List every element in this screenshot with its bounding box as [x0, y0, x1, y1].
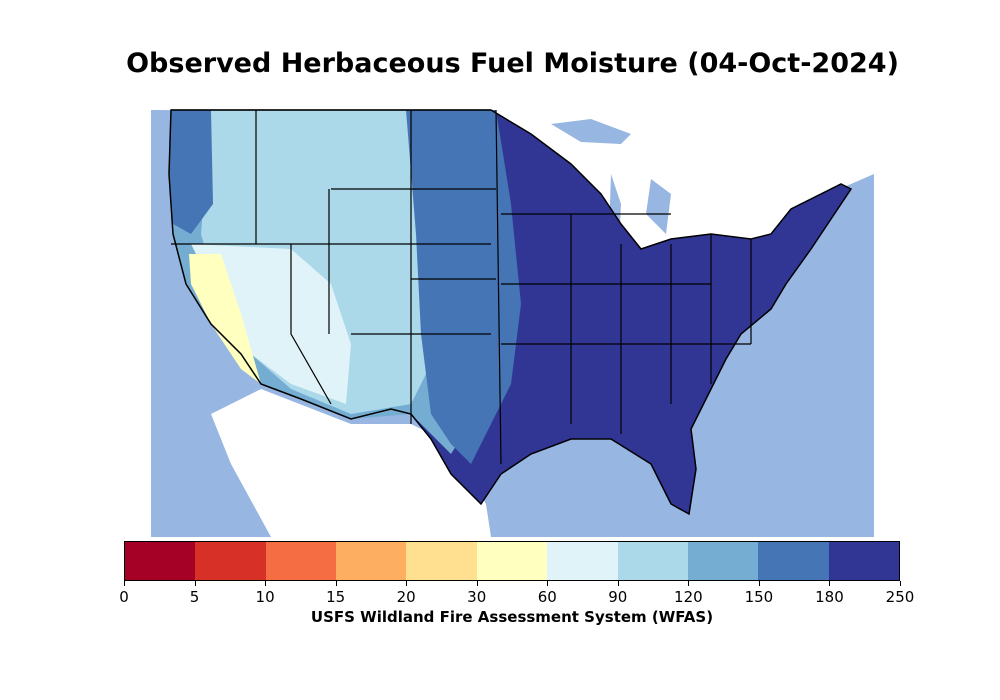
colorbar-tick-label: 90	[608, 588, 628, 606]
colorbar-tick-label: 30	[467, 588, 487, 606]
colorbar-tick-mark	[406, 581, 408, 586]
zone-30-60	[189, 254, 261, 384]
colorbar-tick-mark	[335, 581, 337, 586]
colorbar-tick-label: 150	[744, 588, 774, 606]
colorbar-segment	[406, 542, 477, 580]
colorbar-segment	[476, 542, 548, 580]
colorbar-segment	[265, 542, 337, 580]
colorbar-tick-mark	[758, 581, 760, 586]
colorbar-segment	[336, 542, 407, 580]
colorbar-tick-label: 15	[326, 588, 346, 606]
colorbar-tick-label: 0	[119, 588, 129, 606]
map-panel	[151, 84, 874, 537]
colorbar-tick-mark	[617, 581, 619, 586]
mexico-land	[211, 389, 491, 537]
colorbar-tick-mark	[900, 581, 901, 586]
canada-land	[151, 84, 874, 249]
us-fuel-moisture-map	[151, 84, 874, 537]
colorbar-ticks: 0 5 10 15 20 30 60 90 120 150 180 250	[119, 581, 914, 607]
colorbar-tick-mark	[124, 581, 125, 586]
colorbar-tick-mark	[547, 581, 549, 586]
colorbar-segment	[828, 542, 899, 580]
colorbar-tick-label: 250	[885, 588, 915, 606]
map-title: Observed Herbaceous Fuel Moisture (04-Oc…	[126, 48, 899, 79]
colorbar-segment	[195, 542, 266, 580]
colorbar	[124, 541, 900, 581]
colorbar-segment	[547, 542, 618, 580]
colorbar-tick-label: 180	[815, 588, 844, 606]
colorbar-tick-mark	[688, 581, 690, 586]
colorbar-tick-mark	[265, 581, 267, 586]
colorbar-tick-label: 60	[537, 588, 557, 606]
lake-superior	[551, 119, 631, 144]
colorbar-tick-mark	[194, 581, 196, 586]
colorbar-segment	[125, 542, 196, 580]
colorbar-tick-mark	[829, 581, 831, 586]
colorbar-segment	[687, 542, 759, 580]
colorbar-tick-label: 20	[396, 588, 416, 606]
colorbar-caption: USFS Wildland Fire Assessment System (WF…	[310, 608, 714, 626]
colorbar-segment	[617, 542, 688, 580]
zone-pnw	[169, 110, 213, 234]
zone-plains-150-180	[406, 110, 521, 464]
colorbar-tick-label: 5	[189, 588, 200, 606]
colorbar-tick-label: 10	[255, 588, 275, 606]
lake-huron	[646, 179, 671, 234]
colorbar-tick-label: 120	[674, 588, 703, 606]
colorbar-segment	[758, 542, 829, 580]
colorbar-tick-mark	[476, 581, 478, 586]
us-coastline	[168, 109, 853, 516]
